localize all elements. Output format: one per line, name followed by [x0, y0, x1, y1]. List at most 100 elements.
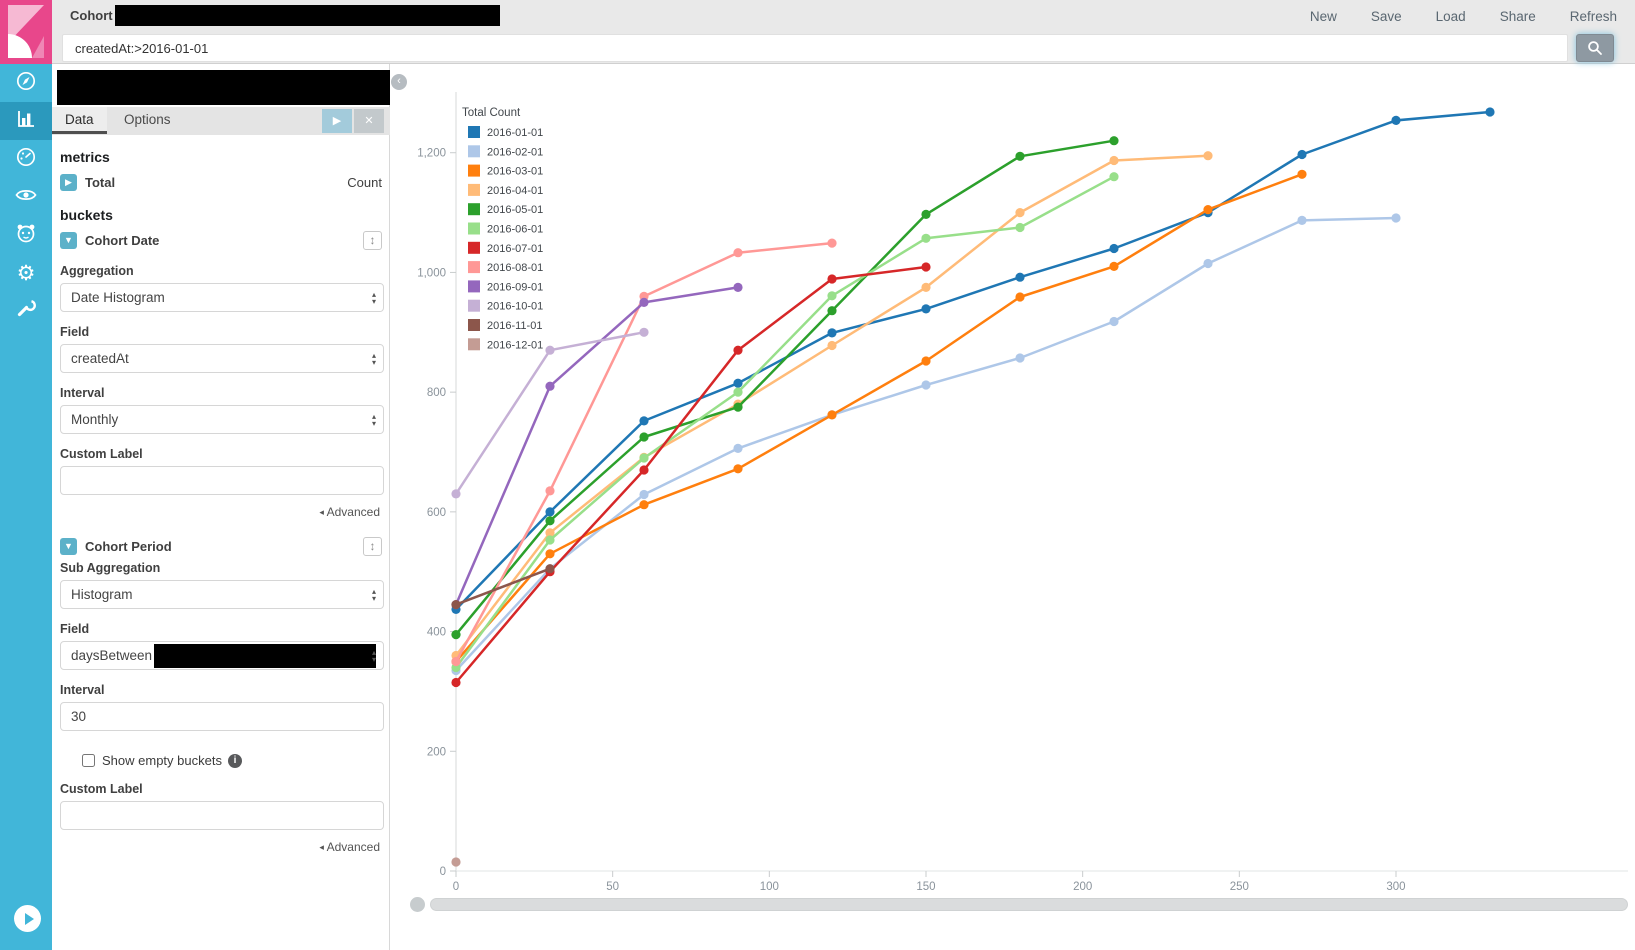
aggregation-select[interactable]: Date Histogram ▴ ▾: [60, 283, 384, 312]
field-select[interactable]: createdAt ▴ ▾: [60, 344, 384, 373]
line-series-2016-07-01: [454, 265, 928, 684]
cohort-date-label: Cohort Date: [85, 232, 160, 248]
data-point-2016-02-01: [1203, 258, 1213, 269]
tab-options[interactable]: Options: [123, 112, 171, 127]
y-tick-label: 400: [427, 627, 446, 639]
reorder-bucket-button[interactable]: ↕: [363, 536, 382, 556]
legend-item-2016-02-01[interactable]: 2016-02-01: [468, 145, 543, 158]
nav-item-refresh[interactable]: Refresh: [1569, 8, 1617, 24]
tab-data[interactable]: Data: [52, 107, 107, 134]
x-tick-label: 250: [1230, 881, 1249, 893]
period-custom-label-input[interactable]: [60, 801, 384, 830]
legend-swatch: [468, 203, 480, 216]
sidebar-item-gear[interactable]: ⚙: [0, 254, 52, 292]
apply-changes-button[interactable]: ▶: [322, 109, 352, 133]
show-empty-buckets-checkbox[interactable]: [82, 754, 95, 767]
period-field-value: daysBetween: [71, 648, 153, 663]
sub-aggregation-value: Histogram: [71, 587, 133, 602]
advanced-toggle[interactable]: ◂ Advanced: [319, 840, 380, 854]
data-point-2016-01-01: [1391, 115, 1401, 125]
legend-swatch: [468, 222, 480, 235]
collapse-panel-button[interactable]: ‹: [391, 74, 407, 90]
page-title: Cohort: [70, 8, 113, 23]
collapse-bucket-icon[interactable]: ▼: [60, 231, 77, 249]
top-nav: New Save Load Share Refresh: [1310, 0, 1617, 32]
discard-changes-button[interactable]: ✕: [354, 109, 384, 133]
legend-item-2016-05-01[interactable]: 2016-05-01: [468, 203, 543, 216]
select-arrows-icon: ▴ ▾: [371, 290, 376, 306]
data-point-2016-03-01: [1297, 169, 1307, 179]
horizontal-scrollbar[interactable]: [430, 898, 1628, 911]
data-point-2016-01-01: [545, 507, 555, 517]
query-input[interactable]: [62, 34, 1568, 62]
legend-item-2016-01-01[interactable]: 2016-01-01: [468, 126, 543, 139]
search-icon: [1588, 41, 1602, 55]
legend-item-2016-03-01[interactable]: 2016-03-01: [468, 164, 543, 178]
legend-swatch: [468, 261, 480, 274]
sidebar-item-gauge[interactable]: [0, 140, 52, 178]
collapse-bucket-icon[interactable]: ▼: [60, 537, 77, 555]
legend-item-2016-11-01[interactable]: 2016-11-01: [468, 319, 542, 332]
nav-item-save[interactable]: Save: [1370, 8, 1402, 24]
nav-item-load[interactable]: Load: [1435, 8, 1466, 24]
data-point-2016-04-01: [921, 282, 931, 292]
face-icon: [14, 222, 38, 249]
legend-label: 2016-01-01: [487, 127, 543, 139]
y-tick-label: 600: [427, 507, 446, 519]
legend-swatch: [468, 338, 480, 351]
legend-item-2016-06-01[interactable]: 2016-06-01: [468, 222, 543, 236]
panel-content: metrics ▶ Total Count buckets ▼ Cohort D…: [52, 135, 390, 856]
data-point-2016-05-01: [451, 630, 461, 640]
legend-item-2016-09-01[interactable]: 2016-09-01: [468, 280, 543, 293]
redacted-field-name: [154, 644, 376, 668]
data-point-2016-01-01: [1297, 149, 1307, 160]
legend-swatch: [468, 183, 480, 196]
period-field-select[interactable]: daysBetween ▴ ▾: [60, 641, 384, 670]
nav-item-share[interactable]: Share: [1499, 8, 1536, 24]
data-point-2016-03-01: [1203, 205, 1213, 215]
aggregation-value: Date Histogram: [71, 290, 165, 305]
search-button[interactable]: [1576, 34, 1614, 62]
sidebar-expand-button[interactable]: [14, 905, 41, 932]
line-series-2016-01-01: [454, 110, 1492, 611]
nav-item-new[interactable]: New: [1309, 8, 1337, 24]
sidebar-item-compass[interactable]: [0, 64, 52, 102]
legend-item-2016-07-01[interactable]: 2016-07-01: [468, 241, 543, 255]
metric-total-row: ▶ Total Count: [60, 171, 382, 193]
legend-item-2016-10-01[interactable]: 2016-10-01: [468, 299, 543, 313]
data-point-2016-07-01: [827, 274, 837, 284]
y-tick-label: 200: [427, 746, 446, 758]
sidebar-item-face[interactable]: [0, 216, 52, 254]
legend-item-2016-04-01[interactable]: 2016-04-01: [468, 183, 543, 197]
sidebar-item-wrench[interactable]: [0, 292, 52, 330]
x-tick-label: 200: [1073, 881, 1092, 893]
data-point-2016-07-01: [639, 465, 649, 475]
sidebar-item-bar-chart[interactable]: [0, 102, 52, 140]
legend-item-2016-08-01[interactable]: 2016-08-01: [468, 261, 543, 274]
sub-aggregation-select[interactable]: Histogram ▴ ▾: [60, 580, 384, 609]
kibana-logo[interactable]: [0, 0, 52, 64]
period-interval-input[interactable]: [60, 702, 384, 731]
data-point-2016-08-01: [451, 656, 461, 667]
x-tick-label: 100: [760, 881, 779, 893]
expand-metric-icon[interactable]: ▶: [60, 173, 77, 191]
select-arrows-icon: ▴ ▾: [371, 351, 376, 367]
scrollbar-knob[interactable]: [410, 897, 425, 912]
custom-label-input[interactable]: [60, 466, 384, 495]
chart-legend: Total Count 2016-01-01 2016-02-01 2016-03-0…: [462, 107, 543, 351]
data-point-2016-07-01: [921, 262, 931, 272]
metric-type: Count: [347, 174, 382, 190]
reorder-bucket-button[interactable]: ↕: [363, 230, 382, 250]
legend-label: 2016-05-01: [487, 204, 543, 216]
cohort-period-row: ▼ Cohort Period ↕: [60, 535, 382, 557]
advanced-toggle[interactable]: ◂ Advanced: [319, 505, 380, 519]
panel-tabs: Data Options ▶ ✕: [52, 107, 390, 135]
data-point-2016-05-01: [827, 306, 837, 316]
interval-select[interactable]: Monthly ▴ ▾: [60, 405, 384, 434]
legend-item-2016-12-01[interactable]: 2016-12-01: [468, 338, 543, 351]
data-point-2016-01-01: [1015, 272, 1025, 282]
legend-label: 2016-09-01: [487, 281, 543, 293]
interval-label: Interval: [60, 386, 105, 400]
data-point-2016-01-01: [639, 416, 649, 426]
sidebar-item-eye[interactable]: [0, 178, 52, 216]
